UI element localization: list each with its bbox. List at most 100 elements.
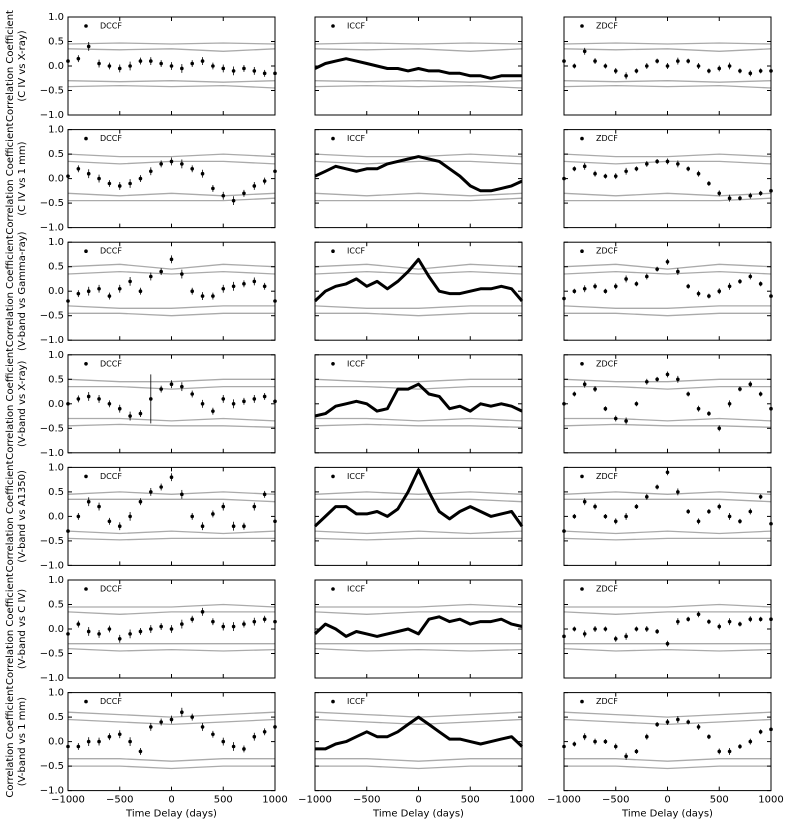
significance-contour xyxy=(315,417,523,422)
data-point xyxy=(149,725,153,729)
data-point xyxy=(262,179,267,183)
significance-contour xyxy=(314,80,523,83)
data-point xyxy=(696,519,701,524)
y-axis-label: (V-band vs A1350) xyxy=(17,470,28,563)
y-tick-label: 1.0 xyxy=(48,237,64,248)
significance-contour xyxy=(67,530,276,535)
data-point xyxy=(738,69,742,73)
y-tick-label: 1.0 xyxy=(48,462,64,473)
significance-contour xyxy=(67,270,276,275)
data-point xyxy=(572,167,577,171)
data-point xyxy=(738,519,742,524)
y-tick-label: 0.0 xyxy=(48,286,64,297)
y-tick-label: 0.0 xyxy=(48,624,64,635)
data-point xyxy=(262,492,267,497)
data-point xyxy=(231,69,236,73)
legend-label: ICCF xyxy=(347,585,366,594)
data-point xyxy=(696,406,701,411)
data-point xyxy=(149,59,153,63)
data-point xyxy=(97,504,101,509)
y-axis-label: (C IV vs 1 mm) xyxy=(17,141,28,215)
data-point xyxy=(655,159,659,164)
significance-contour xyxy=(67,491,276,495)
data-point xyxy=(603,174,608,178)
data-point xyxy=(572,627,577,631)
y-axis-label: Correlation Coefficient xyxy=(5,573,16,685)
data-point xyxy=(231,524,236,528)
y-tick-label: 0.5 xyxy=(48,600,64,611)
y-tick-label: 0.5 xyxy=(48,712,64,723)
legend-label: ZDCF xyxy=(596,359,618,368)
y-tick-label: 1.0 xyxy=(48,125,64,136)
data-point xyxy=(128,739,132,744)
significance-contour xyxy=(314,84,523,89)
data-point xyxy=(242,66,246,71)
data-point xyxy=(180,622,184,626)
ccf-line xyxy=(314,57,522,80)
data-point xyxy=(169,382,174,387)
data-point xyxy=(645,627,649,631)
significance-contour xyxy=(314,718,523,726)
data-point xyxy=(180,384,184,389)
legend-label: ZDCF xyxy=(596,472,618,481)
data-point xyxy=(717,66,722,71)
x-tick-label: 0 xyxy=(168,795,174,806)
significance-contour xyxy=(563,537,771,541)
data-point xyxy=(676,59,680,63)
y-tick-label: −0.5 xyxy=(40,423,64,434)
data-point xyxy=(128,279,132,284)
data-point xyxy=(107,402,112,406)
y-axis-label: Correlation Coefficient xyxy=(5,460,16,572)
data-point xyxy=(738,387,742,391)
significance-contour xyxy=(314,611,522,615)
data-point xyxy=(645,734,649,739)
data-point xyxy=(676,377,680,382)
data-point xyxy=(707,181,711,186)
data-point xyxy=(221,193,226,198)
data-point xyxy=(582,286,587,291)
data-point xyxy=(655,629,659,634)
significance-contour xyxy=(67,80,276,83)
significance-contour xyxy=(564,197,772,202)
data-point xyxy=(86,289,91,294)
data-point xyxy=(634,282,639,286)
significance-contour xyxy=(68,758,275,762)
significance-contour xyxy=(563,711,772,718)
data-point xyxy=(603,64,608,68)
y-tick-label: −1.0 xyxy=(40,335,64,346)
data-point xyxy=(665,641,670,646)
significance-contour xyxy=(314,42,523,45)
legend-marker xyxy=(331,136,335,141)
significance-contour xyxy=(67,647,276,652)
y-tick-label: −0.5 xyxy=(40,198,64,209)
y-tick-label: 1.0 xyxy=(48,12,64,23)
y-tick-label: 1.0 xyxy=(48,688,64,699)
data-point xyxy=(138,59,143,63)
data-point xyxy=(748,382,753,387)
data-point xyxy=(665,720,670,724)
legend-marker xyxy=(580,136,584,141)
data-point xyxy=(252,504,257,509)
data-point xyxy=(190,715,194,719)
data-point xyxy=(76,744,81,749)
data-point xyxy=(180,272,184,276)
significance-contour xyxy=(67,423,276,428)
data-point xyxy=(738,622,742,626)
data-point xyxy=(727,196,732,200)
data-point xyxy=(707,411,711,416)
data-point xyxy=(748,71,753,76)
legend-marker xyxy=(580,24,584,28)
data-point xyxy=(676,269,680,274)
data-point xyxy=(676,717,680,722)
data-point xyxy=(97,176,101,181)
legend-marker xyxy=(331,699,335,704)
data-point xyxy=(572,514,577,519)
data-point xyxy=(593,59,597,63)
legend-marker xyxy=(84,699,88,704)
legend-label: ICCF xyxy=(347,472,366,481)
y-tick-label: 0.0 xyxy=(48,399,64,410)
significance-contour xyxy=(314,537,522,541)
plot-frame xyxy=(563,354,772,454)
plot-frame xyxy=(314,129,523,229)
